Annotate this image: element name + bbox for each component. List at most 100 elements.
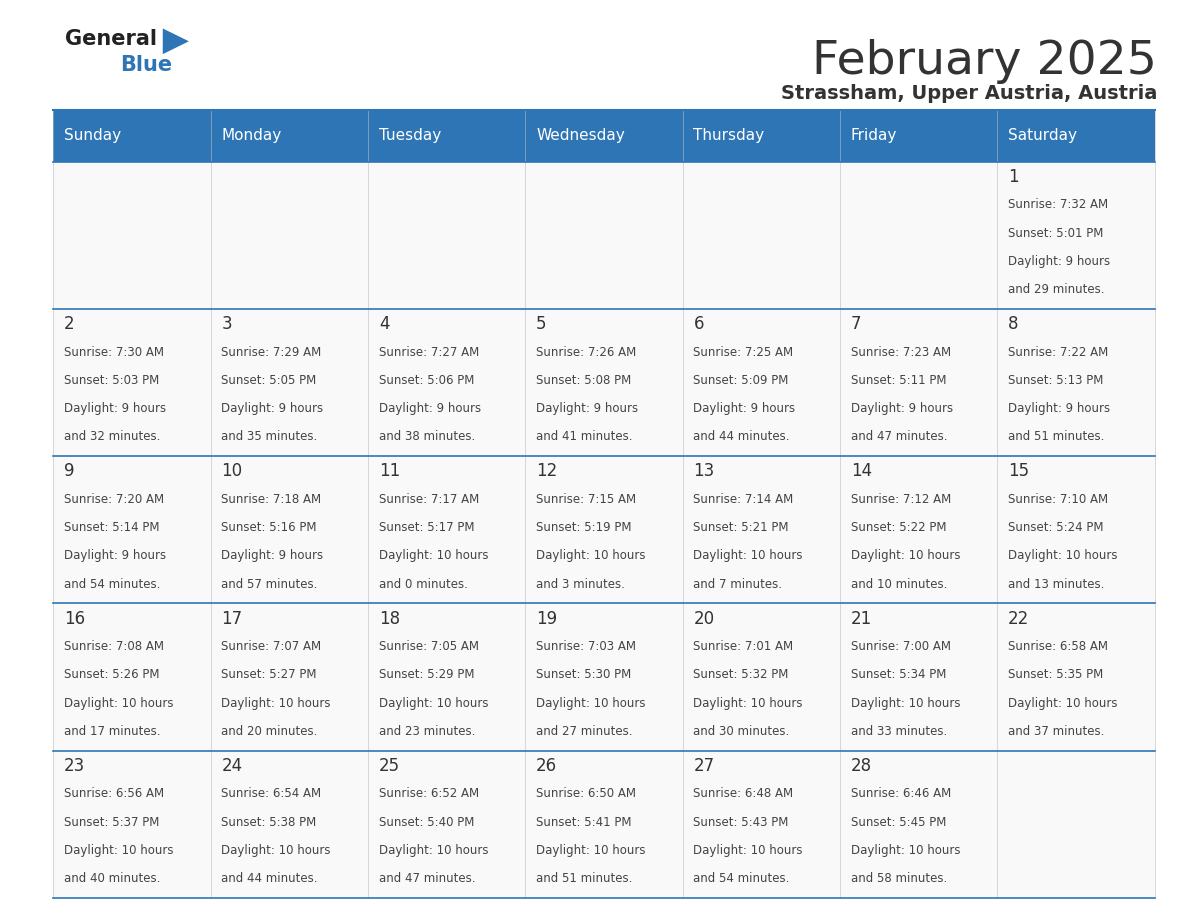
Text: and 40 minutes.: and 40 minutes. <box>64 872 160 885</box>
Text: Daylight: 9 hours: Daylight: 9 hours <box>694 402 796 415</box>
Text: and 47 minutes.: and 47 minutes. <box>379 872 475 885</box>
Text: Sunset: 5:37 PM: Sunset: 5:37 PM <box>64 815 159 829</box>
Text: Sunrise: 7:29 AM: Sunrise: 7:29 AM <box>221 345 322 359</box>
Text: General: General <box>65 29 157 50</box>
Text: Sunrise: 7:32 AM: Sunrise: 7:32 AM <box>1009 198 1108 211</box>
Bar <box>53 603 210 751</box>
Text: and 35 minutes.: and 35 minutes. <box>221 431 317 443</box>
Text: 22: 22 <box>1009 610 1029 628</box>
Polygon shape <box>163 28 189 54</box>
Bar <box>525 751 683 898</box>
Text: and 20 minutes.: and 20 minutes. <box>221 725 318 738</box>
Text: Saturday: Saturday <box>1009 129 1078 143</box>
Text: Daylight: 9 hours: Daylight: 9 hours <box>536 402 638 415</box>
Text: and 44 minutes.: and 44 minutes. <box>694 431 790 443</box>
Text: Sunset: 5:45 PM: Sunset: 5:45 PM <box>851 815 946 829</box>
Text: Daylight: 10 hours: Daylight: 10 hours <box>1009 697 1118 710</box>
Text: Sunrise: 7:12 AM: Sunrise: 7:12 AM <box>851 493 952 506</box>
Text: 15: 15 <box>1009 463 1029 480</box>
Text: and 10 minutes.: and 10 minutes. <box>851 577 947 590</box>
Text: Sunset: 5:05 PM: Sunset: 5:05 PM <box>221 374 317 386</box>
Text: Sunrise: 6:56 AM: Sunrise: 6:56 AM <box>64 788 164 800</box>
Text: Daylight: 10 hours: Daylight: 10 hours <box>694 844 803 856</box>
Text: Monday: Monday <box>221 129 282 143</box>
Text: 18: 18 <box>379 610 400 628</box>
Text: Daylight: 10 hours: Daylight: 10 hours <box>379 549 488 563</box>
Text: Sunset: 5:14 PM: Sunset: 5:14 PM <box>64 521 159 534</box>
Text: Friday: Friday <box>851 129 897 143</box>
Text: Sunset: 5:32 PM: Sunset: 5:32 PM <box>694 668 789 681</box>
Text: Daylight: 9 hours: Daylight: 9 hours <box>1009 255 1111 268</box>
Text: Sunset: 5:26 PM: Sunset: 5:26 PM <box>64 668 159 681</box>
Text: and 29 minutes.: and 29 minutes. <box>1009 283 1105 297</box>
Text: February 2025: February 2025 <box>813 39 1157 84</box>
Text: Daylight: 10 hours: Daylight: 10 hours <box>221 844 331 856</box>
Bar <box>210 456 368 603</box>
Bar <box>683 456 840 603</box>
Text: Sunset: 5:21 PM: Sunset: 5:21 PM <box>694 521 789 534</box>
Text: 25: 25 <box>379 757 400 775</box>
Text: and 37 minutes.: and 37 minutes. <box>1009 725 1105 738</box>
Text: Sunrise: 7:27 AM: Sunrise: 7:27 AM <box>379 345 479 359</box>
Text: Sunrise: 7:00 AM: Sunrise: 7:00 AM <box>851 640 950 653</box>
Text: Daylight: 9 hours: Daylight: 9 hours <box>379 402 481 415</box>
Bar <box>998 110 1155 162</box>
Text: Daylight: 10 hours: Daylight: 10 hours <box>694 549 803 563</box>
Bar <box>840 110 998 162</box>
Text: Sunset: 5:09 PM: Sunset: 5:09 PM <box>694 374 789 386</box>
Text: and 51 minutes.: and 51 minutes. <box>1009 431 1105 443</box>
Text: Sunset: 5:01 PM: Sunset: 5:01 PM <box>1009 227 1104 240</box>
Bar <box>998 456 1155 603</box>
Text: Sunrise: 7:07 AM: Sunrise: 7:07 AM <box>221 640 322 653</box>
Text: Sunrise: 7:17 AM: Sunrise: 7:17 AM <box>379 493 479 506</box>
Text: 14: 14 <box>851 463 872 480</box>
Text: Sunset: 5:17 PM: Sunset: 5:17 PM <box>379 521 474 534</box>
Bar <box>998 162 1155 308</box>
Text: Daylight: 10 hours: Daylight: 10 hours <box>851 549 960 563</box>
Text: 28: 28 <box>851 757 872 775</box>
Bar <box>998 603 1155 751</box>
Text: and 54 minutes.: and 54 minutes. <box>694 872 790 885</box>
Text: and 54 minutes.: and 54 minutes. <box>64 577 160 590</box>
Bar <box>998 751 1155 898</box>
Text: Sunset: 5:13 PM: Sunset: 5:13 PM <box>1009 374 1104 386</box>
Text: and 13 minutes.: and 13 minutes. <box>1009 577 1105 590</box>
Bar <box>998 308 1155 456</box>
Bar <box>683 110 840 162</box>
Bar <box>368 110 525 162</box>
Text: Daylight: 10 hours: Daylight: 10 hours <box>221 697 331 710</box>
Bar <box>525 162 683 308</box>
Text: Sunrise: 7:05 AM: Sunrise: 7:05 AM <box>379 640 479 653</box>
Text: Daylight: 10 hours: Daylight: 10 hours <box>536 844 645 856</box>
Bar <box>525 603 683 751</box>
Text: Daylight: 10 hours: Daylight: 10 hours <box>64 697 173 710</box>
Text: and 23 minutes.: and 23 minutes. <box>379 725 475 738</box>
Text: Blue: Blue <box>120 55 172 75</box>
Text: and 41 minutes.: and 41 minutes. <box>536 431 633 443</box>
Text: 21: 21 <box>851 610 872 628</box>
Bar <box>53 751 210 898</box>
Text: and 27 minutes.: and 27 minutes. <box>536 725 633 738</box>
Text: Sunset: 5:27 PM: Sunset: 5:27 PM <box>221 668 317 681</box>
Text: and 51 minutes.: and 51 minutes. <box>536 872 632 885</box>
Text: Sunrise: 7:23 AM: Sunrise: 7:23 AM <box>851 345 950 359</box>
Text: Sunset: 5:29 PM: Sunset: 5:29 PM <box>379 668 474 681</box>
Text: 20: 20 <box>694 610 714 628</box>
Text: Sunrise: 6:46 AM: Sunrise: 6:46 AM <box>851 788 952 800</box>
Text: 24: 24 <box>221 757 242 775</box>
Text: Daylight: 10 hours: Daylight: 10 hours <box>379 844 488 856</box>
Text: and 30 minutes.: and 30 minutes. <box>694 725 790 738</box>
Text: Sunrise: 6:54 AM: Sunrise: 6:54 AM <box>221 788 322 800</box>
Bar <box>683 308 840 456</box>
Text: Sunrise: 7:20 AM: Sunrise: 7:20 AM <box>64 493 164 506</box>
Bar <box>840 456 998 603</box>
Text: 8: 8 <box>1009 315 1018 333</box>
Bar <box>53 162 210 308</box>
Text: Sunset: 5:40 PM: Sunset: 5:40 PM <box>379 815 474 829</box>
Text: 6: 6 <box>694 315 704 333</box>
Bar <box>683 603 840 751</box>
Bar <box>840 751 998 898</box>
Text: Sunrise: 7:22 AM: Sunrise: 7:22 AM <box>1009 345 1108 359</box>
Bar <box>210 162 368 308</box>
Text: Thursday: Thursday <box>694 129 765 143</box>
